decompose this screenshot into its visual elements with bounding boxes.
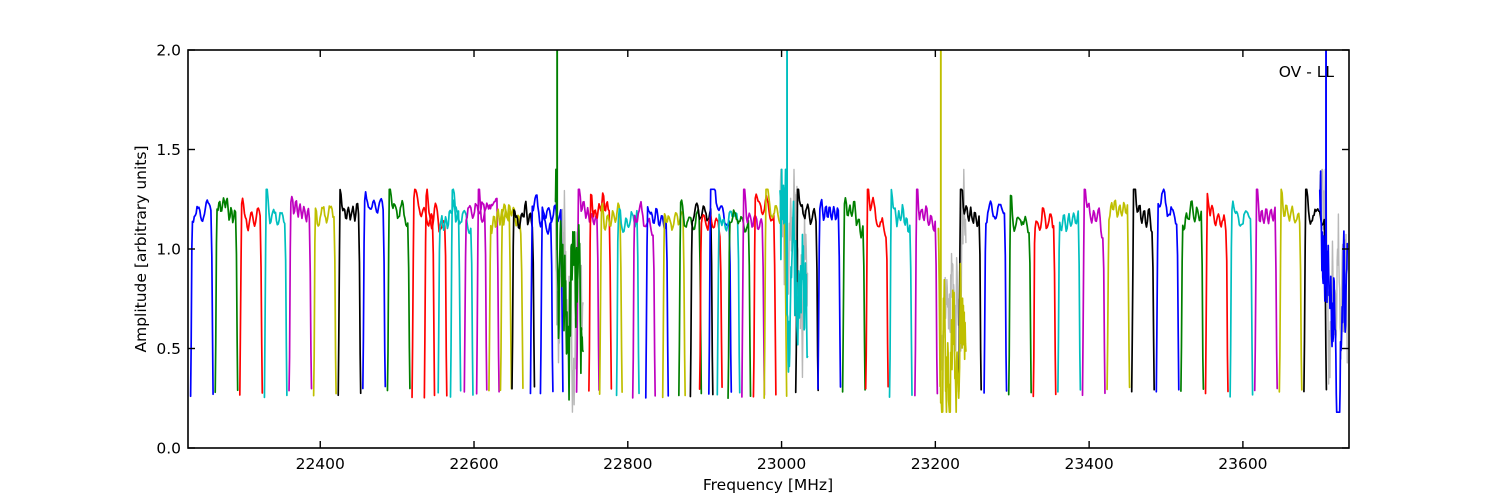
bandpass-line-b bbox=[361, 190, 387, 390]
bandpass-line-r bbox=[411, 188, 436, 399]
bandpass-line-k bbox=[511, 200, 536, 390]
bandpass-line-m bbox=[475, 188, 500, 395]
bandpass-line-m bbox=[1253, 188, 1279, 392]
bandpass-line-k bbox=[1130, 188, 1156, 393]
bandpass-line-k bbox=[957, 188, 983, 393]
bandpass-line-r bbox=[864, 188, 889, 390]
x-tick-label: 23000 bbox=[757, 455, 806, 473]
axes-layer: 22400 22600 22800 23000 23200 23400 23600 0.0 0.… bbox=[156, 42, 1350, 473]
bandpass-line-b bbox=[1155, 188, 1180, 393]
bandpass-line-c bbox=[263, 188, 288, 399]
bandpass-line-m bbox=[914, 188, 939, 397]
bandpass-line-c bbox=[449, 188, 474, 398]
bandpass-line-b bbox=[189, 199, 214, 398]
x-tick-label: 22400 bbox=[296, 455, 345, 473]
noisy-bandpass-line-y bbox=[937, 50, 967, 414]
bandpass-line-g bbox=[386, 188, 411, 392]
y-axis-label: Amplitude [arbitrary units] bbox=[132, 146, 150, 353]
bandpass-line-c bbox=[1057, 210, 1082, 393]
noisy-bandpass-line-b bbox=[1318, 50, 1349, 414]
y-tick-label: 0.5 bbox=[156, 340, 181, 358]
bandpass-line-k bbox=[1303, 188, 1328, 393]
bandpass-line-r bbox=[588, 192, 613, 392]
bandpass-line-r bbox=[238, 197, 264, 396]
bandpass-line-c bbox=[1229, 200, 1254, 398]
x-tick-label: 23400 bbox=[1064, 455, 1113, 473]
bandpass-line-g bbox=[1180, 200, 1205, 393]
y-tick-label: 0.0 bbox=[156, 440, 181, 458]
bandpass-line-b bbox=[817, 198, 842, 390]
bandpass-line-y bbox=[598, 202, 623, 395]
bandpass-line-m bbox=[575, 188, 600, 393]
bandpass-line-m bbox=[741, 188, 766, 398]
bandpass-line-y bbox=[661, 211, 687, 399]
bandpass-line-k bbox=[337, 188, 362, 397]
bandpass-line-m bbox=[463, 201, 488, 393]
bandpass-line-g bbox=[1007, 194, 1033, 396]
bandpass-line-y bbox=[1278, 188, 1303, 393]
bandpass-line-r bbox=[1032, 207, 1057, 398]
y-tick-label: 2.0 bbox=[156, 42, 181, 60]
bandpass-line-r bbox=[752, 193, 777, 398]
x-tick-label: 23200 bbox=[911, 455, 960, 473]
bandpass-line-g bbox=[214, 197, 239, 394]
bandpass-line-y bbox=[312, 205, 337, 397]
bandpass-line-y bbox=[1106, 199, 1131, 391]
x-tick-label: 22800 bbox=[603, 455, 652, 473]
x-axis-label: Frequency [MHz] bbox=[703, 476, 833, 494]
noisy-bandpass-line-g bbox=[554, 50, 584, 401]
bandpass-line-c bbox=[615, 207, 640, 397]
bandpass-lines-layer bbox=[189, 50, 1349, 414]
bandpass-line-m bbox=[288, 195, 313, 392]
x-tick-label: 22600 bbox=[449, 455, 498, 473]
bandpass-line-g bbox=[841, 196, 866, 393]
bandpass-line-y bbox=[488, 208, 513, 392]
bandpass-line-b bbox=[539, 204, 564, 395]
y-tick-label: 1.5 bbox=[156, 141, 181, 159]
x-tick-label: 23600 bbox=[1218, 455, 1267, 473]
bandpass-line-m bbox=[631, 200, 657, 399]
bandpass-line-r bbox=[1204, 192, 1229, 395]
bandpass-line-r bbox=[423, 188, 448, 399]
bandpass-line-c bbox=[716, 210, 741, 396]
bandpass-line-k bbox=[794, 188, 820, 394]
bandpass-line-m bbox=[1081, 188, 1106, 397]
bandpass-line-g bbox=[727, 209, 752, 400]
station-polarization-label: OV - LL bbox=[1279, 63, 1335, 81]
y-tick-label: 1.0 bbox=[156, 241, 181, 259]
bandpass-line-c bbox=[888, 188, 913, 398]
bandpass-line-b bbox=[983, 200, 1008, 394]
noisy-bandpass-line-c bbox=[779, 50, 809, 373]
